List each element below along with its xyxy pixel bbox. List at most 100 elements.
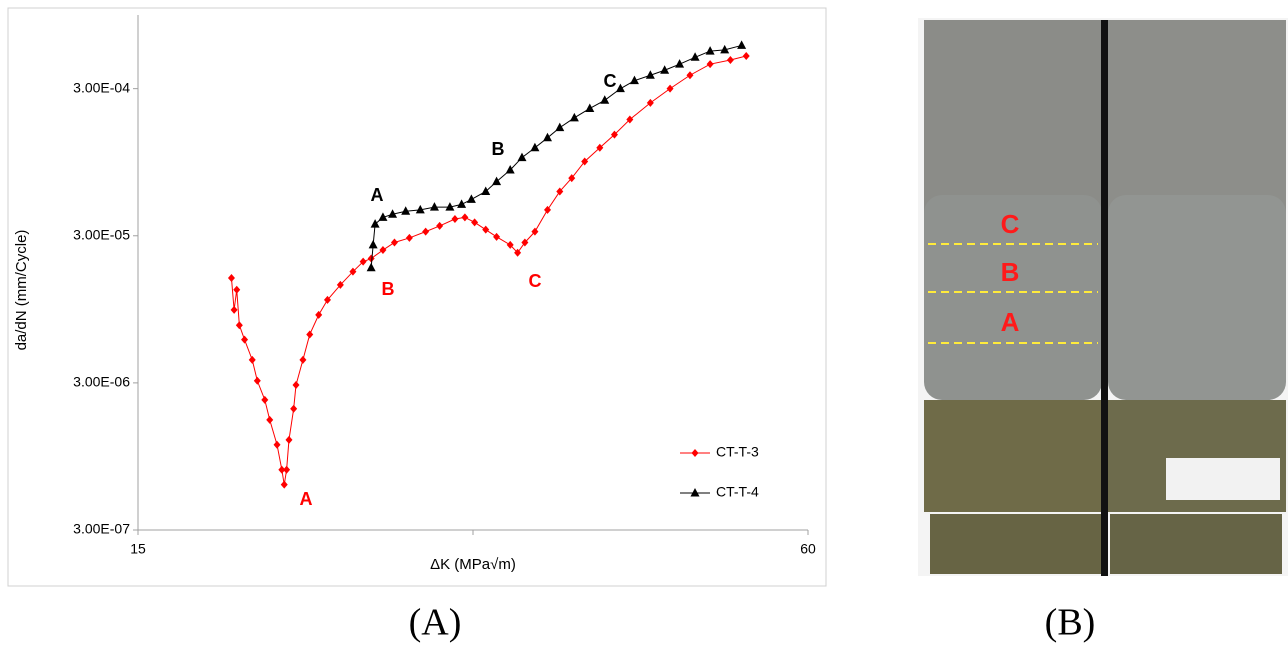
marker bbox=[241, 335, 249, 344]
marker bbox=[720, 44, 730, 54]
marker bbox=[585, 103, 595, 112]
marker bbox=[555, 122, 565, 132]
marker bbox=[261, 395, 269, 404]
photo-label: C bbox=[1001, 209, 1020, 239]
marker bbox=[253, 376, 261, 385]
y-tick-label: 3.00E-05 bbox=[73, 226, 130, 242]
marker bbox=[415, 204, 425, 214]
marker bbox=[596, 143, 604, 152]
fatigue-zone bbox=[924, 195, 1102, 400]
marker bbox=[568, 174, 576, 183]
marker bbox=[379, 246, 387, 255]
marker bbox=[581, 157, 589, 166]
chart-frame bbox=[7, 7, 827, 587]
scale-ruler bbox=[1166, 458, 1280, 500]
marker bbox=[306, 330, 314, 339]
marker bbox=[405, 233, 413, 242]
marker bbox=[390, 238, 398, 247]
marker bbox=[323, 295, 331, 304]
marker bbox=[691, 449, 699, 457]
marker bbox=[451, 215, 459, 224]
marker bbox=[315, 310, 323, 319]
legend-label: CT-T-4 bbox=[716, 484, 759, 500]
notch-zone bbox=[924, 400, 1102, 512]
marker bbox=[506, 240, 514, 249]
marker bbox=[280, 480, 288, 489]
caption: (A) bbox=[409, 602, 462, 644]
marker bbox=[336, 280, 344, 289]
y-tick-label: 3.00E-07 bbox=[73, 521, 130, 537]
marker bbox=[388, 209, 398, 218]
marker bbox=[370, 219, 380, 228]
annotation: C bbox=[529, 271, 542, 291]
marker bbox=[531, 227, 539, 236]
marker bbox=[461, 213, 469, 222]
marker bbox=[482, 225, 490, 234]
marker bbox=[615, 83, 625, 93]
marker bbox=[705, 46, 715, 55]
marker bbox=[666, 84, 674, 93]
marker bbox=[481, 186, 491, 195]
annotation: A bbox=[371, 185, 384, 205]
marker bbox=[290, 404, 298, 413]
marker bbox=[629, 75, 639, 85]
y-tick-label: 3.00E-04 bbox=[73, 79, 130, 95]
marker bbox=[521, 238, 529, 247]
marker bbox=[505, 164, 515, 174]
marker bbox=[556, 187, 564, 196]
marker bbox=[742, 52, 750, 61]
marker bbox=[466, 194, 476, 203]
marker bbox=[227, 273, 235, 282]
annotation: A bbox=[300, 489, 313, 509]
marker bbox=[233, 285, 241, 294]
y-axis-label: da/dN (mm/Cycle) bbox=[13, 230, 30, 351]
marker bbox=[248, 355, 256, 364]
marker bbox=[690, 52, 700, 61]
marker bbox=[514, 248, 522, 257]
marker bbox=[457, 199, 467, 208]
marker bbox=[626, 115, 634, 124]
marker bbox=[436, 221, 444, 230]
marker bbox=[235, 321, 243, 330]
marker bbox=[610, 130, 618, 139]
marker bbox=[645, 70, 655, 79]
marker bbox=[493, 232, 501, 241]
marker bbox=[422, 227, 430, 236]
marker bbox=[366, 262, 376, 272]
marker bbox=[230, 305, 238, 314]
marker bbox=[646, 98, 654, 107]
base-zone bbox=[930, 514, 1102, 574]
legend-label: CT-T-3 bbox=[716, 444, 759, 460]
marker bbox=[726, 55, 734, 64]
annotation: B bbox=[492, 139, 505, 159]
x-tick-label: 60 bbox=[800, 541, 816, 557]
marker bbox=[278, 465, 286, 474]
marker bbox=[492, 176, 502, 186]
marker bbox=[690, 488, 700, 497]
marker bbox=[359, 257, 367, 266]
marker bbox=[429, 202, 439, 211]
marker bbox=[544, 205, 552, 214]
marker bbox=[543, 132, 553, 142]
base-zone bbox=[1110, 514, 1282, 574]
marker bbox=[349, 267, 357, 276]
x-axis-label: ΔK (MPa√m) bbox=[430, 556, 516, 573]
marker bbox=[675, 59, 685, 68]
marker bbox=[530, 142, 540, 152]
marker bbox=[471, 218, 479, 227]
annotation: C bbox=[604, 71, 617, 91]
marker bbox=[686, 71, 694, 80]
gap bbox=[1101, 20, 1108, 576]
photo-label: A bbox=[1001, 307, 1020, 337]
marker bbox=[660, 65, 670, 74]
marker bbox=[367, 254, 375, 263]
marker bbox=[600, 95, 610, 104]
y-tick-label: 3.00E-06 bbox=[73, 374, 130, 390]
marker bbox=[401, 206, 411, 215]
marker bbox=[378, 212, 388, 221]
marker bbox=[569, 112, 579, 122]
marker bbox=[517, 152, 527, 162]
marker bbox=[368, 239, 378, 249]
